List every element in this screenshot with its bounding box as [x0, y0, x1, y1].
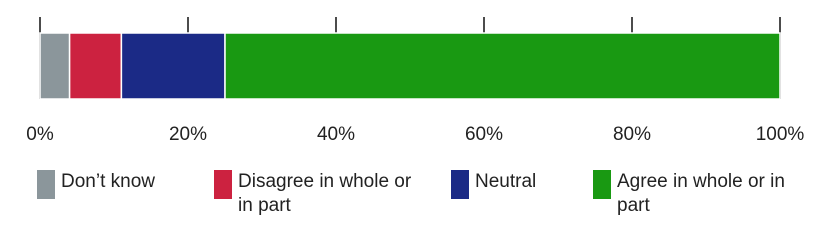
legend-label: Agree in whole or in part — [617, 171, 785, 216]
x-tick-label: 100% — [756, 124, 805, 145]
x-tick-label: 0% — [26, 124, 54, 145]
legend-swatch — [593, 170, 611, 199]
bar-segment — [39, 32, 71, 100]
bar-segment — [224, 32, 781, 100]
legend-item: Disagree in whole or in part — [214, 170, 423, 218]
chart: 0% 20% 40% 60% 80% 100% — [26, 17, 805, 145]
legend-swatch — [451, 170, 469, 199]
x-tick-label: 60% — [465, 124, 503, 145]
legend-item: Don’t know — [37, 170, 246, 199]
legend-label: Neutral — [475, 171, 537, 192]
bar-segment — [120, 32, 226, 100]
legend-swatch — [37, 170, 55, 199]
x-tick-label: 20% — [169, 124, 207, 145]
legend-label: Don’t know — [61, 171, 155, 192]
bar-segment — [68, 32, 123, 100]
x-tick-label: 40% — [317, 124, 355, 145]
legend-swatch — [214, 170, 232, 199]
legend-item: Neutral — [451, 170, 660, 199]
legend-item: Agree in whole or in part — [593, 170, 802, 218]
legend-label: Disagree in whole or in part — [238, 171, 412, 216]
x-tick-label: 80% — [613, 124, 651, 145]
